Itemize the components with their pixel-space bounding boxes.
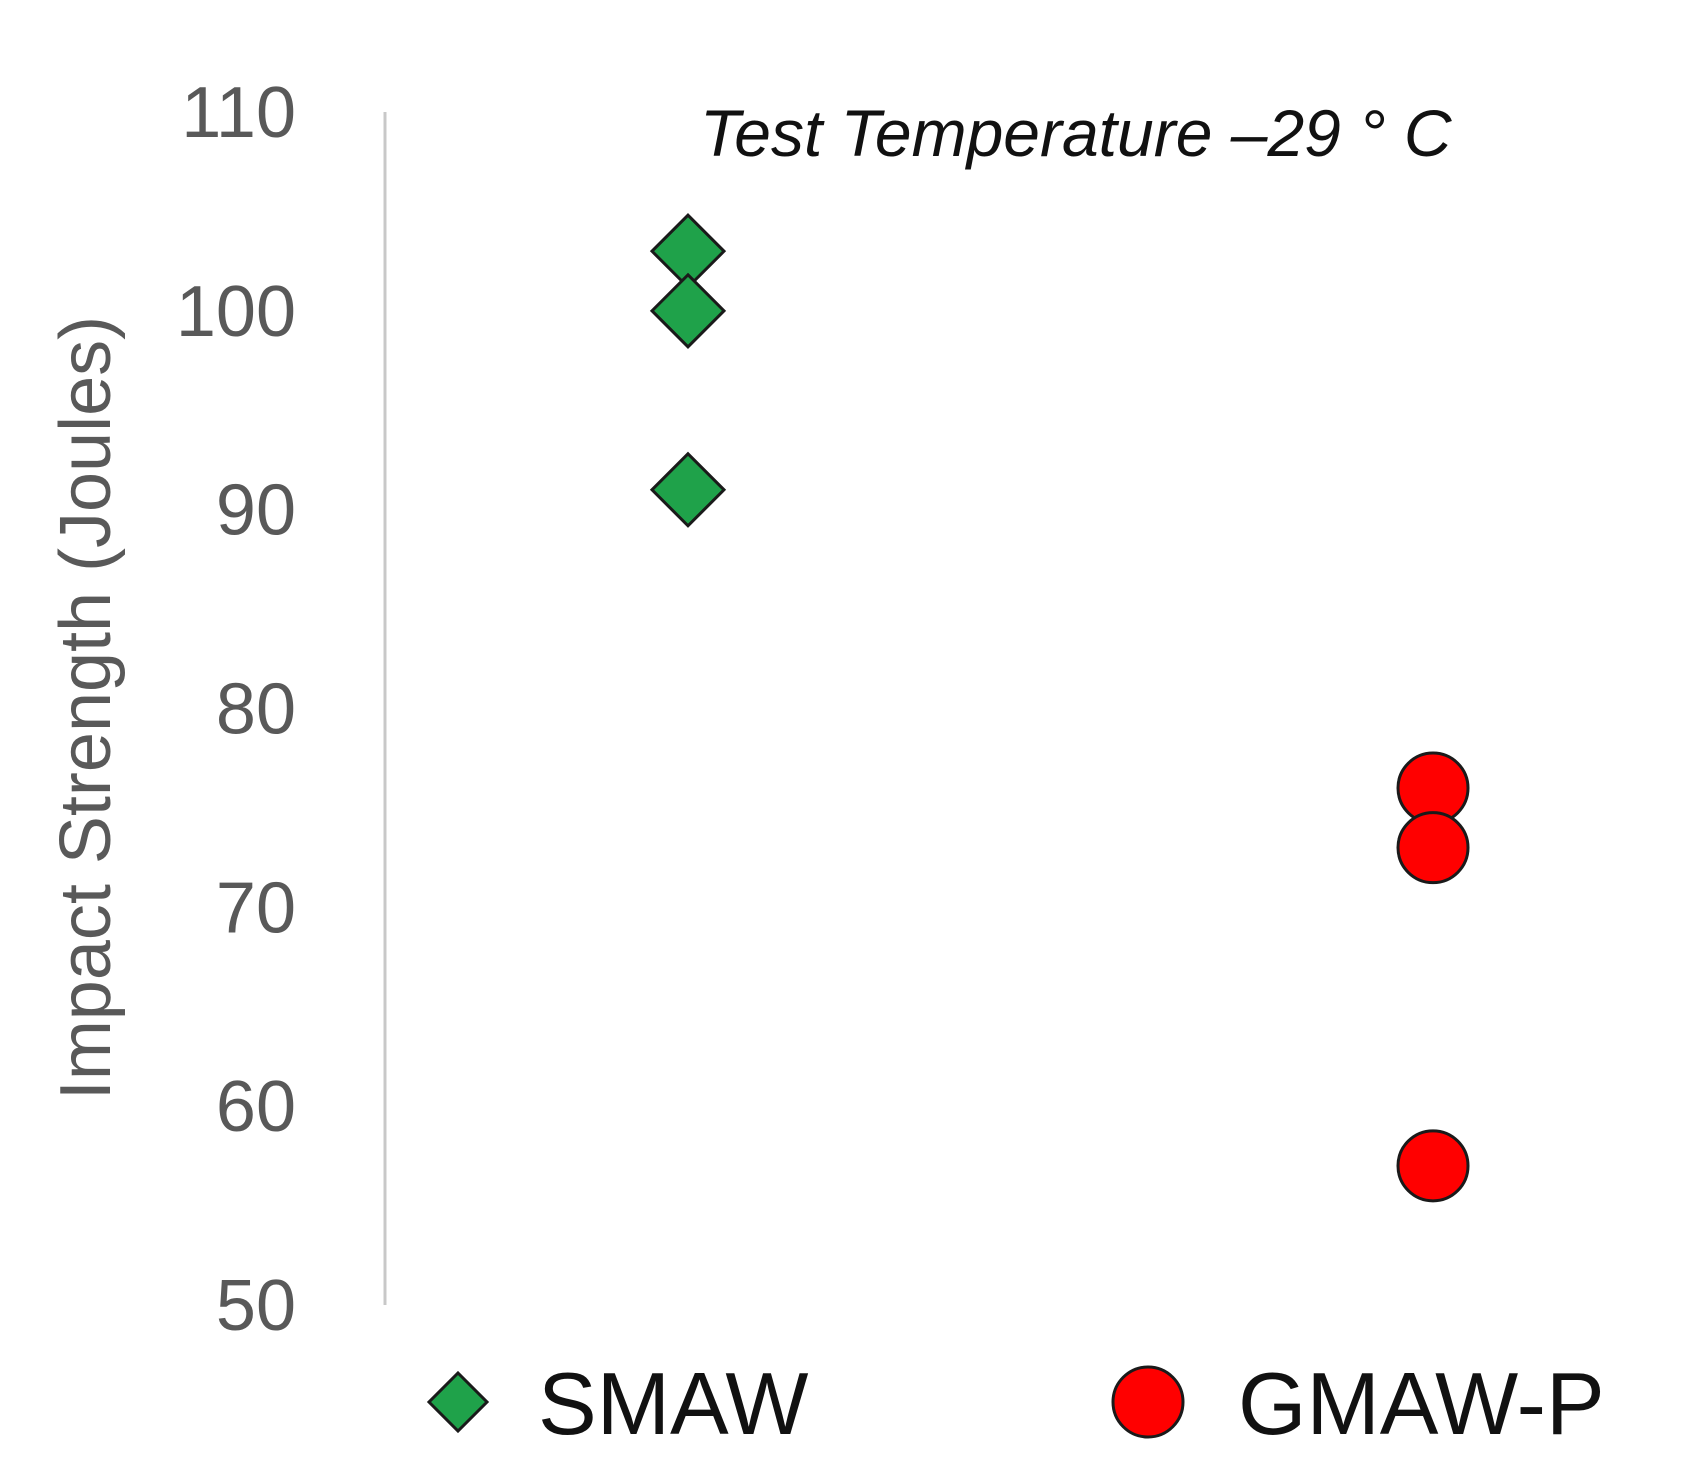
y-tick-label: 60 <box>216 1067 296 1147</box>
legend-marker-gmaw-p <box>1111 1365 1185 1439</box>
y-tick-label: 50 <box>216 1266 296 1346</box>
y-tick-label: 80 <box>216 670 296 750</box>
legend-label-gmaw-p: GMAW-P <box>1238 1354 1605 1453</box>
plot-points <box>649 213 1470 1203</box>
gmaw-p-data-point <box>1396 1129 1470 1203</box>
gmaw-p-data-point <box>1396 811 1470 885</box>
y-tick-label: 70 <box>216 868 296 948</box>
legend-marker-smaw <box>426 1370 490 1434</box>
y-axis-title: Impact Strength (Joules) <box>46 316 126 1100</box>
y-tick-labels: 110 100 90 80 70 60 50 <box>176 73 296 1346</box>
y-tick-label: 90 <box>216 471 296 551</box>
y-tick-label: 110 <box>181 73 296 153</box>
legend-label-smaw: SMAW <box>538 1354 809 1453</box>
smaw-data-point <box>649 272 727 349</box>
legend: SMAW GMAW-P <box>426 1354 1605 1453</box>
chart-annotation: Test Temperature –29 ° C <box>700 96 1453 170</box>
y-tick-label: 100 <box>176 272 296 352</box>
smaw-data-point <box>649 451 727 528</box>
